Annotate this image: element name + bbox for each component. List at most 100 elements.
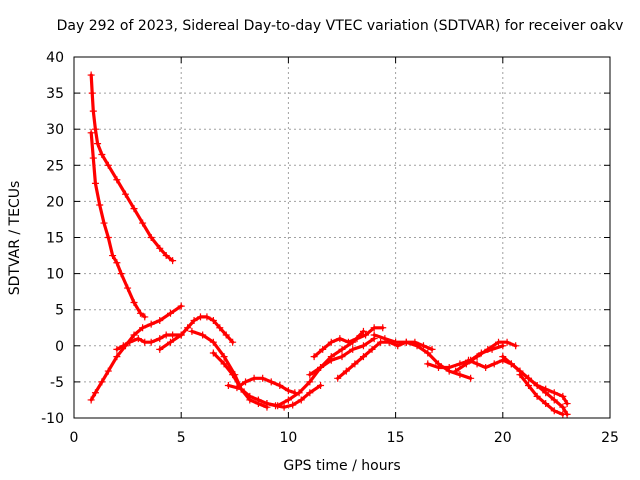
- data-point: [104, 161, 112, 169]
- x-tick-label: 20: [494, 430, 512, 446]
- data-point: [87, 71, 95, 79]
- data-point: [224, 382, 232, 390]
- data-point: [512, 342, 520, 350]
- data-point: [392, 338, 400, 346]
- y-tick-label: -10: [41, 411, 64, 427]
- x-tick-label: 0: [70, 430, 79, 446]
- data-point: [121, 190, 129, 198]
- data-point: [484, 345, 492, 353]
- data-point: [297, 396, 305, 404]
- data-point: [147, 338, 155, 346]
- data-point: [242, 378, 250, 386]
- data-point: [310, 353, 318, 361]
- data-point: [130, 331, 138, 339]
- data-point: [263, 400, 271, 408]
- data-point: [550, 396, 558, 404]
- data-point: [104, 234, 112, 241]
- data-point: [359, 353, 367, 361]
- data-point: [428, 345, 436, 353]
- data-point: [456, 360, 464, 368]
- data-point: [169, 331, 177, 339]
- data-point: [344, 338, 352, 346]
- data-point: [156, 335, 164, 343]
- data-point: [96, 201, 104, 209]
- data-point: [525, 374, 533, 382]
- data-point: [220, 360, 228, 368]
- data-point: [306, 378, 314, 386]
- data-point: [499, 353, 507, 361]
- data-point: [359, 327, 367, 335]
- data-point: [109, 252, 117, 260]
- data-point: [259, 374, 267, 382]
- series-track-l: [336, 340, 434, 380]
- axis-ticks: [73, 56, 611, 419]
- data-point: [130, 205, 138, 213]
- data-point: [349, 345, 357, 353]
- data-point: [542, 385, 550, 393]
- data-point: [117, 270, 125, 278]
- data-point: [229, 338, 237, 346]
- series-track-i: [265, 329, 365, 408]
- chart-title: Day 292 of 2023, Sidereal Day-to-day VTE…: [57, 18, 624, 34]
- data-point: [295, 389, 303, 397]
- data-point: [542, 400, 550, 408]
- series-track-m: [372, 333, 473, 380]
- data-point: [126, 338, 134, 346]
- data-point: [280, 403, 288, 411]
- data-point: [190, 317, 198, 325]
- data-point: [136, 309, 144, 317]
- data-point: [381, 335, 389, 343]
- series-track-c: [89, 304, 183, 402]
- data-point: [162, 331, 170, 339]
- y-tick-label: 5: [55, 303, 64, 319]
- data-point: [267, 378, 275, 386]
- data-point: [464, 356, 472, 364]
- data-point: [156, 244, 164, 252]
- y-axis-label: SDTVAR / TECUs: [7, 181, 23, 296]
- data-point: [419, 342, 427, 350]
- data-point: [104, 367, 112, 375]
- data-point: [216, 324, 224, 332]
- data-point: [130, 298, 138, 306]
- y-tick-label: 20: [46, 194, 64, 210]
- y-tick-label: 30: [46, 122, 64, 138]
- data-point: [91, 179, 99, 187]
- data-point: [516, 371, 524, 379]
- data-point: [317, 363, 325, 371]
- data-point: [139, 324, 147, 332]
- data-point: [124, 284, 132, 292]
- data-point: [445, 363, 453, 371]
- data-point: [559, 403, 567, 411]
- y-tick-label: 10: [46, 267, 64, 283]
- data-point: [402, 338, 410, 346]
- data-point: [94, 140, 102, 148]
- data-point: [306, 371, 314, 379]
- data-point: [462, 360, 470, 368]
- data-point: [139, 219, 147, 227]
- data-point: [98, 150, 106, 158]
- data-point: [166, 309, 174, 317]
- data-point: [169, 257, 177, 265]
- data-point: [209, 349, 217, 357]
- y-tick-label: 0: [55, 339, 64, 355]
- y-tick-label: -5: [50, 375, 64, 391]
- data-point: [89, 107, 97, 115]
- data-point: [88, 89, 96, 97]
- data-point: [87, 129, 95, 137]
- data-point: [113, 176, 121, 184]
- data-point: [100, 219, 108, 227]
- data-point: [550, 407, 558, 415]
- data-point: [141, 313, 149, 321]
- series-track-b: [89, 131, 147, 319]
- data-point: [250, 374, 258, 382]
- data-point: [199, 331, 207, 339]
- data-point: [424, 360, 432, 368]
- data-point: [336, 335, 344, 343]
- x-tick-label: 15: [387, 430, 405, 446]
- data-point: [222, 331, 230, 339]
- data-point: [209, 317, 217, 325]
- data-point: [229, 371, 237, 379]
- data-point: [113, 353, 121, 361]
- data-traces: [87, 71, 571, 418]
